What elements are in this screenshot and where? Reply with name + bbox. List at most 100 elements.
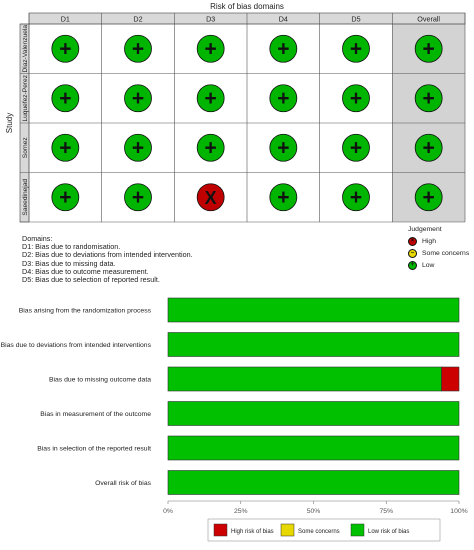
- x-icon: X: [205, 188, 217, 208]
- judgement-dot-low: +: [414, 34, 443, 63]
- plus-icon: +: [350, 136, 362, 159]
- plus-icon: +: [350, 186, 362, 209]
- judgement-dot-low: +: [269, 84, 298, 113]
- category-label: Bias due to missing outcome data: [49, 377, 151, 384]
- category-label: Bias in selection of the reported result: [37, 446, 151, 453]
- plus-icon: +: [423, 136, 435, 159]
- judgement-dot-circle: [51, 133, 80, 162]
- plus-icon: +: [277, 87, 289, 110]
- plus-icon: +: [423, 87, 435, 110]
- judgement-dot-low: +: [269, 133, 298, 162]
- judgement-dot-circle: [124, 34, 152, 63]
- judgement-label: Low: [422, 261, 435, 269]
- category-label: Bias due to deviations from intended int…: [1, 342, 152, 349]
- domain-note: D5: Bias due to selection of reported re…: [22, 275, 160, 285]
- bar-segment-low-risk-of-bias: [167, 366, 442, 392]
- plus-icon: +: [277, 186, 289, 209]
- judgement-dot-circle: [269, 183, 298, 212]
- bar-legend-label: Low risk of bias: [368, 529, 409, 535]
- bar-segment-low-risk-of-bias: [167, 297, 460, 323]
- plus-icon: +: [132, 186, 144, 209]
- judgement-dot-low: +: [342, 133, 370, 162]
- column-header: D1: [61, 14, 70, 23]
- bar-segment-low-risk-of-bias: [167, 470, 460, 495]
- judgement-dot-circle: [414, 183, 443, 212]
- judgement-label: Some concerns: [422, 249, 470, 257]
- plus-icon: +: [423, 186, 435, 209]
- plus-icon: +: [59, 37, 71, 60]
- x-tick-label: 100%: [450, 508, 467, 515]
- judgement-dot-low: +: [414, 84, 443, 113]
- column-header: D3: [206, 14, 215, 23]
- judgement-dot-circle: [51, 34, 80, 63]
- plus-icon: +: [423, 37, 435, 60]
- bar-legend-label: Some concerns: [298, 529, 340, 535]
- judgement-dot-circle: [414, 84, 443, 113]
- judgement-dot-circle: [124, 183, 152, 212]
- judgement-dot-circle: [196, 183, 225, 212]
- judgement-dot-low: +: [124, 133, 152, 162]
- judgement-dot-low: +: [51, 84, 80, 113]
- judgement-dot-low: +: [51, 133, 80, 162]
- domain-note: D3: Bias due to missing data.: [22, 258, 116, 268]
- judgement-dot-low: +: [196, 133, 225, 162]
- judgement-dot-circle: [196, 84, 225, 113]
- traffic-light-plot: Risk of bias domains Study D1 D2 D3 D4 D5 Overa…: [5, 2, 466, 223]
- study-label: Sornez: [22, 137, 29, 158]
- plus-icon: +: [205, 87, 217, 110]
- judgement-dot-circle: [269, 84, 298, 113]
- judgement-legend: Judgement × High – Some concerns + Low: [408, 226, 469, 271]
- plus-icon: +: [59, 87, 71, 110]
- judgement-dot-low: +: [414, 133, 443, 162]
- judgement-dot-circle: [51, 183, 80, 212]
- some-concerns-minus-icon: –: [408, 248, 417, 258]
- plus-icon: +: [132, 136, 144, 159]
- judgement-dot-low: +: [342, 34, 370, 63]
- x-tick-label: 50%: [307, 508, 321, 515]
- judgement-dot-low: +: [196, 84, 225, 113]
- judgement-dot-circle: [196, 34, 225, 63]
- judgement-dot-low: +: [124, 84, 152, 113]
- judgement-legend-low: + Low: [408, 259, 469, 271]
- judgement-dot-circle: [342, 133, 370, 162]
- bar-legend-swatch: [213, 523, 228, 537]
- domains-legend-title: Domains:: [22, 234, 53, 243]
- y-axis-label: Study: [5, 113, 14, 133]
- judgement-dot-low: +: [269, 34, 298, 63]
- judgement-dot-circle: [414, 34, 443, 63]
- plus-icon: +: [350, 37, 362, 60]
- category-label: Bias in measurement of the outcome: [40, 411, 151, 418]
- plus-icon: +: [350, 87, 362, 110]
- bar-segment-high-risk-of-bias: [441, 366, 460, 392]
- judgement-dot-circle: [269, 133, 298, 162]
- judgement-dot-low: +: [51, 34, 80, 63]
- plus-icon: +: [59, 186, 71, 209]
- judgement-dot-circle: [124, 84, 152, 113]
- category-label: Bias arising from the randomization proc…: [19, 308, 152, 315]
- judgement-dot-high: X: [196, 183, 225, 212]
- judgement-dot-low: +: [342, 84, 370, 113]
- column-header: D4: [279, 14, 288, 23]
- plus-icon: +: [205, 37, 217, 60]
- column-header: D5: [351, 14, 360, 23]
- judgement-dot-circle: [124, 133, 152, 162]
- judgement-dot-low: +: [124, 34, 152, 63]
- bar-legend-swatch: [350, 523, 365, 537]
- plus-icon: +: [277, 37, 289, 60]
- x-tick-label: 0%: [163, 508, 173, 515]
- plus-icon: +: [205, 136, 217, 159]
- study-label: Diaz-Valenzuela: [22, 25, 29, 73]
- judgement-legend-title: Judgement: [408, 226, 442, 233]
- plus-icon: +: [132, 37, 144, 60]
- judgement-dot-circle: [342, 84, 370, 113]
- plus-icon: +: [132, 87, 144, 110]
- judgement-dot-circle: [342, 183, 370, 212]
- column-header: Overall: [417, 14, 440, 23]
- judgement-dot-low: +: [51, 183, 80, 212]
- plot-title: Risk of bias domains: [210, 2, 284, 11]
- study-label: Luquefez-Perez: [22, 75, 29, 122]
- x-tick-label: 75%: [379, 508, 393, 515]
- domain-note: D1: Bias due to randomisation.: [22, 242, 121, 252]
- judgement-legend-some: – Some concerns: [408, 247, 469, 259]
- domains-legend: Domains: D1: Bias due to randomisation. …: [22, 234, 193, 285]
